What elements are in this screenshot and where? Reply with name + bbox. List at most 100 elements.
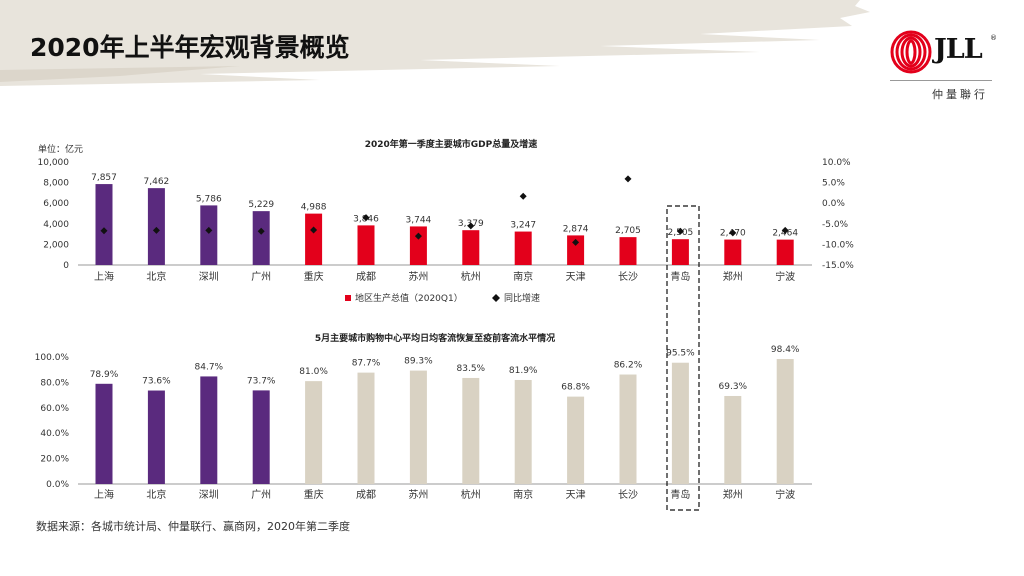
gdp-bar (147, 188, 165, 265)
gdp-category-label: 广州 (251, 271, 271, 283)
gdp-growth-marker (519, 192, 527, 200)
gdp-bar (200, 205, 218, 265)
footfall-value-label: 81.9% (509, 366, 538, 376)
logo-subtitle: 仲量聯行 (932, 88, 988, 101)
footfall-bar (776, 359, 794, 484)
footfall-bar (671, 362, 689, 484)
footfall-category-label: 深圳 (199, 489, 219, 501)
footfall-category-labels: 上海 北京 深圳 广州 重庆 成都 苏州 杭州 南京 天津 长沙 青岛 郑州 宁波 (94, 488, 795, 501)
gdp-right-axis: 10.0% 5.0% 0.0% -5.0% -10.0% -15.0% (822, 158, 854, 271)
footfall-value-label: 87.7% (352, 359, 381, 369)
gdp-bar (671, 239, 689, 265)
footfall-value-label: 84.7% (195, 362, 224, 372)
footfall-tick-label: 80.0% (40, 378, 69, 388)
footfall-value-label: 86.2% (614, 361, 643, 371)
footfall-bar (724, 395, 742, 484)
footfall-bar (462, 377, 480, 484)
gdp-category-label: 郑州 (723, 270, 743, 283)
footfall-bar (252, 390, 270, 484)
footfall-value-label: 73.7% (247, 376, 276, 386)
gdp-bar (305, 213, 323, 265)
footfall-bar (95, 383, 113, 484)
footfall-category-label: 北京 (146, 488, 166, 501)
gdp-bar (357, 225, 375, 265)
gdp-value-label: 7,857 (91, 173, 117, 183)
gdp-bar (776, 239, 794, 265)
footfall-value-label: 81.0% (299, 367, 328, 377)
gdp-value-label: 3,744 (406, 215, 432, 225)
gdp-category-label: 成都 (356, 271, 376, 283)
gdp-bar (252, 211, 270, 265)
gdp-bar (462, 230, 480, 265)
gdp-value-label: 5,786 (196, 194, 222, 204)
gdp-growth-marker (781, 226, 789, 234)
gdp-growth-marker (100, 227, 108, 235)
gdp-unit-label: 单位：亿元 (38, 143, 83, 155)
gdp-left-axis: 10,000 8,000 6,000 4,000 2,000 0 (38, 158, 70, 271)
gdp-growth-marker (152, 226, 160, 234)
data-source-note: 数据来源：各城市统计局、仲量联行、赢商网，2020年第二季度 (36, 520, 350, 533)
gdp-growth-marker (676, 227, 684, 235)
qingdao-highlight-box (666, 205, 700, 511)
footfall-bars: 78.9% 73.6% 84.7% 73.7% 81.0% 87.7% 89.3% 83.5%… (90, 345, 800, 484)
footfall-bar (409, 370, 427, 484)
gdp-category-label: 北京 (146, 270, 166, 283)
footfall-bar (147, 390, 165, 484)
gdp-category-labels: 上海 北京 深圳 广州 重庆 成都 苏州 杭州 南京 天津 长沙 青岛 郑州 宁波 (94, 270, 795, 283)
gdp-growth-marker (414, 232, 422, 240)
footfall-bar (200, 376, 218, 484)
gdp-category-label: 杭州 (461, 270, 481, 283)
legend-label-gdp: 地区生产总值（2020Q1） (355, 292, 463, 304)
gdp-category-label: 南京 (513, 270, 533, 283)
gdp-growth-marker (205, 226, 213, 234)
gdp-left-tick-label: 0 (63, 261, 69, 271)
footfall-category-label: 青岛 (670, 488, 690, 501)
footfall-value-label: 73.6% (142, 377, 171, 387)
gdp-value-label: 5,229 (248, 200, 274, 210)
footfall-category-label: 南京 (513, 488, 533, 501)
gdp-bar (409, 226, 427, 265)
gdp-right-tick-label: 10.0% (822, 158, 851, 168)
legend-diamond-icon (492, 294, 500, 302)
gdp-category-label: 青岛 (670, 270, 690, 283)
footfall-y-axis: 100.0% 80.0% 60.0% 40.0% 20.0% 0.0% (35, 353, 70, 490)
gdp-value-label: 2,874 (563, 224, 589, 234)
footfall-value-label: 98.4% (771, 345, 800, 355)
footfall-chart-title: 5月主要城市购物中心平均日均客流恢复至疫前客流水平情况 (315, 332, 555, 344)
gdp-category-label: 深圳 (199, 271, 219, 283)
footfall-category-label: 上海 (94, 488, 114, 501)
logo-registered-mark: ® (990, 34, 997, 42)
footfall-bar (514, 379, 532, 484)
gdp-left-tick-label: 8,000 (43, 179, 69, 189)
gdp-growth-marker (257, 227, 265, 235)
gdp-value-label: 2,705 (615, 226, 641, 236)
footfall-value-label: 95.5% (666, 349, 695, 359)
gdp-chart-title: 2020年第一季度主要城市GDP总量及增速 (365, 138, 538, 150)
gdp-growth-markers (100, 175, 789, 246)
footfall-bar (357, 372, 375, 484)
legend-swatch-gdp (345, 295, 351, 301)
footfall-category-label: 长沙 (618, 489, 638, 501)
gdp-growth-marker (729, 229, 737, 237)
gdp-growth-marker (572, 238, 580, 246)
gdp-left-tick-label: 10,000 (38, 158, 70, 168)
gdp-right-tick-label: -10.0% (822, 240, 854, 250)
page-title: 2020年上半年宏观背景概览 (30, 33, 350, 62)
gdp-right-tick-label: 5.0% (822, 179, 845, 189)
gdp-growth-marker (467, 222, 475, 230)
gdp-right-tick-label: -5.0% (822, 220, 849, 230)
footfall-category-label: 苏州 (408, 488, 428, 501)
gdp-bar (514, 231, 532, 265)
logo-divider (890, 80, 992, 81)
footfall-value-label: 89.3% (404, 357, 433, 367)
gdp-category-label: 天津 (566, 271, 586, 283)
gdp-growth-marker (624, 175, 632, 183)
gdp-left-tick-label: 6,000 (43, 199, 69, 209)
gdp-bar (724, 239, 742, 265)
gdp-value-label: 7,462 (144, 177, 170, 187)
gdp-bar (95, 184, 113, 265)
footfall-tick-label: 100.0% (35, 353, 70, 363)
footfall-bar (567, 396, 585, 484)
footfall-category-label: 天津 (566, 489, 586, 501)
